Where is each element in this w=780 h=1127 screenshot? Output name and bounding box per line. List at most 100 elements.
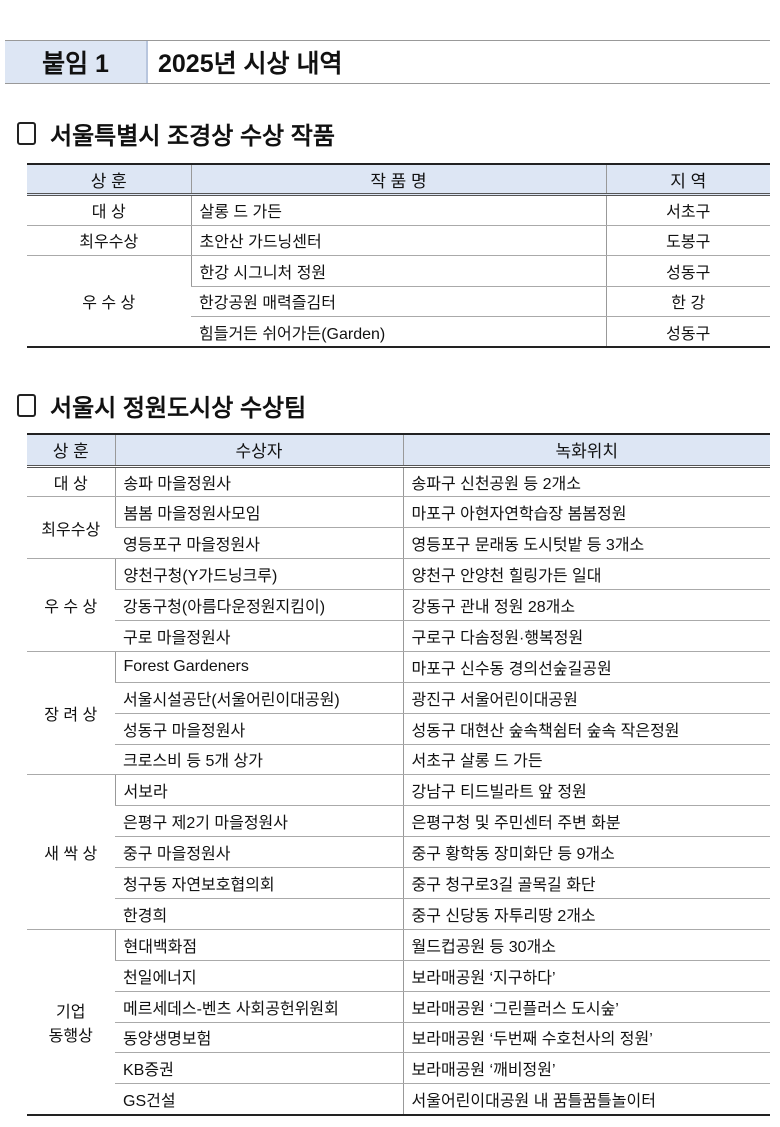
winner-cell: 천일에너지 <box>115 960 403 992</box>
location-cell: 강동구 관내 정원 28개소 <box>402 589 770 621</box>
award-name: 장 려 상 <box>44 707 98 725</box>
winner-cell: 영등포구 마을정원사 <box>115 527 403 560</box>
award-cell: 기업 동행상 <box>27 929 115 1116</box>
work-name-cell: 초안산 가드닝센터 <box>190 225 606 256</box>
winner-cell: 서울시설공단(서울어린이대공원) <box>115 682 403 714</box>
work-name-cell: 힘들거든 쉬어가든(Garden) <box>199 325 386 343</box>
award-line: 기업 <box>56 1003 86 1021</box>
award-cell: 최우수상 <box>27 496 115 560</box>
table-row: 동양생명보험 보라매공원 ‘두번째 수호천사의 정원’ <box>27 1022 770 1054</box>
location-cell: 은평구청 및 주민센터 주변 화분 <box>402 805 770 838</box>
table-row: 크로스비 등 5개 상가 서초구 살롱 드 가든 <box>27 744 770 776</box>
location-cell: 양천구 안양천 힐링가든 일대 <box>402 558 770 591</box>
work-name-cell: 살롱 드 가든 <box>190 194 606 226</box>
checkbox-square-icon <box>17 122 36 145</box>
winner-cell: 구로 마을정원사 <box>115 620 403 652</box>
location-cell: 중구 황학동 장미화단 등 9개소 <box>402 836 770 869</box>
location-cell: 강남구 티드빌라트 앞 정원 <box>402 774 770 807</box>
location-cell: 월드컵공원 등 30개소 <box>402 929 770 961</box>
location-cell: 중구 신당동 자투리땅 2개소 <box>402 898 770 930</box>
award-name: 새 싹 상 <box>44 846 98 864</box>
award-cell: 우 수 상 <box>27 558 115 652</box>
table-row: 강동구청(아름다운정원지킴이) 강동구 관내 정원 28개소 <box>27 589 770 621</box>
winner-cell: 강동구청(아름다운정원지킴이) <box>115 589 403 621</box>
table-row: 한강공원 매력즐김터 한 강 <box>27 286 770 317</box>
attachment-label: 붙임 1 <box>5 41 148 83</box>
table-row: 영등포구 마을정원사 영등포구 문래동 도시텃밭 등 3개소 <box>27 527 770 560</box>
winner-cell: 송파 마을정원사 <box>114 466 403 498</box>
winner-cell: 한경희 <box>115 898 403 930</box>
work-name-cell: 한강 시그니처 정원 <box>190 255 606 287</box>
winner-cell: Forest Gardeners <box>114 651 403 683</box>
section2-title: 서울시 정원도시상 수상팀 <box>50 395 307 422</box>
winner-cell: 봄봄 마을정원사모임 <box>114 496 403 529</box>
work-name-cell: 한강공원 매력즐김터 <box>191 286 606 317</box>
region-cell: 성동구 <box>605 316 770 347</box>
table-row: 한경희 중구 신당동 자투리땅 2개소 <box>27 898 770 930</box>
location-cell: 보라매공원 ‘두번째 수호천사의 정원’ <box>402 1022 770 1054</box>
winner-cell: 메르세데스-벤츠 사회공헌위원회 <box>115 991 403 1023</box>
award-name: 우 수 상 <box>44 599 98 616</box>
table-row: 우 수 상 양천구청(Y가드닝크루) 양천구 안양천 힐링가든 일대 <box>27 558 770 652</box>
section1-title: 서울특별시 조경상 수상 작품 <box>50 123 335 150</box>
col-header-winner: 수상자 <box>114 433 403 468</box>
col-header-region: 지 역 <box>605 163 770 196</box>
winner-cell: 현대백화점 <box>114 929 403 961</box>
location-cell: 보라매공원 ‘그린플러스 도시숲’ <box>402 991 770 1023</box>
table-row: 구로 마을정원사 구로구 다솜정원·행복정원 <box>27 620 770 652</box>
winner-cell: 청구동 자연보호협의회 <box>115 867 403 899</box>
location-cell: 보라매공원 ‘지구하다’ <box>402 960 770 992</box>
location-cell: 구로구 다솜정원·행복정원 <box>402 620 770 652</box>
region-cell: 성동구 <box>605 255 770 287</box>
award-name: 최우수상 <box>41 521 101 539</box>
award-name: 대 상 <box>53 475 88 493</box>
page-title: 2025년 시상 내역 <box>158 50 343 78</box>
table-row: 메르세데스-벤츠 사회공헌위원회 보라매공원 ‘그린플러스 도시숲’ <box>27 991 770 1023</box>
table-row: 최우수상 초안산 가드닝센터 도봉구 <box>27 225 770 256</box>
location-cell: 서울어린이대공원 내 꿈틀꿈틀놀이터 <box>402 1083 770 1115</box>
table-row: 서울시설공단(서울어린이대공원) 광진구 서울어린이대공원 <box>27 682 770 714</box>
location-cell: 서초구 살롱 드 가든 <box>402 744 770 776</box>
col-header-award: 상 훈 <box>27 163 191 196</box>
award-cell: 새 싹 상 <box>27 774 115 930</box>
award-name: 대 상 <box>91 204 126 222</box>
table-row: KB증권 보라매공원 ‘깨비정원’ <box>27 1052 770 1085</box>
location-cell: 마포구 아현자연학습장 봄봄정원 <box>402 496 770 529</box>
winner-cell: GS건설 <box>123 1093 176 1110</box>
table-row: 장 려 상 Forest Gardeners 마포구 신수동 경의선숲길공원 <box>27 651 770 776</box>
award-cell: 최우수상 <box>27 225 191 256</box>
table-row: 새 싹 상 서보라 강남구 티드빌라트 앞 정원 <box>27 774 770 930</box>
winner-cell: 서보라 <box>114 774 403 807</box>
location-cell: 마포구 신수동 경의선숲길공원 <box>402 651 770 683</box>
table-row: 중구 마을정원사 중구 황학동 장미화단 등 9개소 <box>27 836 770 869</box>
section1-heading: 서울특별시 조경상 수상 작품 <box>17 116 335 151</box>
winner-cell: 크로스비 등 5개 상가 <box>115 744 403 776</box>
award-cell: 대 상 <box>27 466 115 498</box>
location-cell: 송파구 신천공원 등 2개소 <box>402 466 770 498</box>
location-cell: 보라매공원 ‘깨비정원’ <box>402 1052 770 1085</box>
table-row: 대 상 살롱 드 가든 서초구 <box>27 194 770 226</box>
col-header-work: 작 품 명 <box>190 163 606 196</box>
table-row: 청구동 자연보호협의회 중구 청구로3길 골목길 화단 <box>27 867 770 899</box>
table-row: GS건설 서울어린이대공원 내 꿈틀꿈틀놀이터 <box>27 1083 770 1115</box>
table-row: 대 상 송파 마을정원사 송파구 신천공원 등 2개소 <box>27 466 770 498</box>
table-row: 우 수 상 한강 시그니처 정원 성동구 <box>27 255 770 348</box>
winner-cell: 동양생명보험 <box>115 1022 403 1054</box>
award-cell: 우 수 상 <box>27 255 191 348</box>
section2-heading: 서울시 정원도시상 수상팀 <box>17 388 306 423</box>
col-header-location: 녹화위치 <box>402 433 770 468</box>
award-cell: 대 상 <box>27 194 191 226</box>
table-row: 천일에너지 보라매공원 ‘지구하다’ <box>27 960 770 992</box>
region-cell: 서초구 <box>605 194 770 226</box>
checkbox-square-icon <box>17 394 36 417</box>
winner-cell: KB증권 <box>115 1052 403 1085</box>
table-row: 기업 동행상 현대백화점 월드컵공원 등 30개소 <box>27 929 770 1116</box>
winner-cell: 중구 마을정원사 <box>115 836 403 869</box>
location-cell: 광진구 서울어린이대공원 <box>402 682 770 714</box>
winner-cell: 양천구청(Y가드닝크루) <box>114 558 403 591</box>
region-cell: 도봉구 <box>605 225 770 256</box>
table-row: 힘들거든 쉬어가든(Garden) 성동구 <box>27 316 770 347</box>
landscape-award-table: 상 훈 작 품 명 지 역 대 상 살롱 드 가든 서초구 최우수상 초안산 가드닝센터… <box>27 163 770 348</box>
winner-cell: 성동구 마을정원사 <box>115 713 403 745</box>
location-cell: 중구 청구로3길 골목길 화단 <box>402 867 770 899</box>
